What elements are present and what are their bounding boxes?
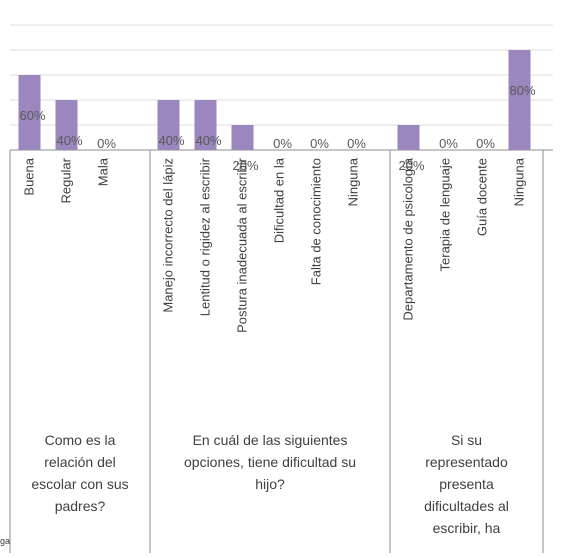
group-label-line: hijo? — [255, 476, 285, 492]
data-label: 60% — [19, 108, 45, 123]
group-label-line: relación del — [44, 454, 116, 470]
category-tick-label: Lentitud o rigidez al escribir — [198, 157, 213, 316]
bar — [397, 125, 420, 150]
data-label: 40% — [158, 133, 184, 148]
category-tick-label: Postura inadecuada al escribir — [235, 157, 250, 333]
category-tick-label: Terapia de lenguaje — [438, 158, 453, 271]
group-label-line: escolar con sus — [31, 476, 128, 492]
bar — [508, 50, 531, 150]
group-label-line: Si su — [451, 432, 482, 448]
data-label: 80% — [509, 83, 535, 98]
bar — [55, 100, 78, 150]
category-tick-label: Guía docente — [475, 158, 490, 236]
group-label-line: escribir, ha — [433, 520, 501, 536]
data-label: 0% — [310, 136, 329, 151]
data-label: 40% — [56, 133, 82, 148]
data-label: 0% — [347, 136, 366, 151]
data-label: 0% — [273, 136, 292, 151]
category-tick-label: Buena — [22, 157, 37, 195]
category-tick-label: Ninguna — [346, 157, 361, 206]
bar — [194, 100, 217, 150]
data-label: 0% — [439, 136, 458, 151]
category-tick-label: Departamento de psicología — [401, 157, 416, 320]
data-label: 40% — [195, 133, 221, 148]
bar — [231, 125, 254, 150]
category-tick-label: Falta de conocimiento — [309, 158, 324, 285]
data-label: 20% — [232, 158, 258, 173]
group-label-line: opciones, tiene dificultad su — [184, 454, 356, 470]
category-tick-label: Regular — [59, 157, 74, 203]
group-label-line: Como es la — [45, 432, 116, 448]
group-label-line: dificultades al — [424, 498, 509, 514]
category-tick-label: Manejo incorrecto del lápiz — [161, 158, 176, 313]
category-tick-label: Mala — [96, 157, 111, 186]
cut-off-text: ga — [0, 536, 11, 546]
category-tick-label: Ninguna — [512, 157, 527, 206]
category-tick-label: Dificultad en la — [272, 157, 287, 243]
group-label-line: En cuál de las siguientes — [193, 432, 348, 448]
data-label: 0% — [476, 136, 495, 151]
group-label-line: presenta — [439, 476, 494, 492]
data-label: 20% — [398, 158, 424, 173]
group-label-line: representado — [425, 454, 508, 470]
data-label: 0% — [97, 136, 116, 151]
bar — [18, 75, 41, 150]
group-label-line: padres? — [55, 498, 106, 514]
bar — [157, 100, 180, 150]
